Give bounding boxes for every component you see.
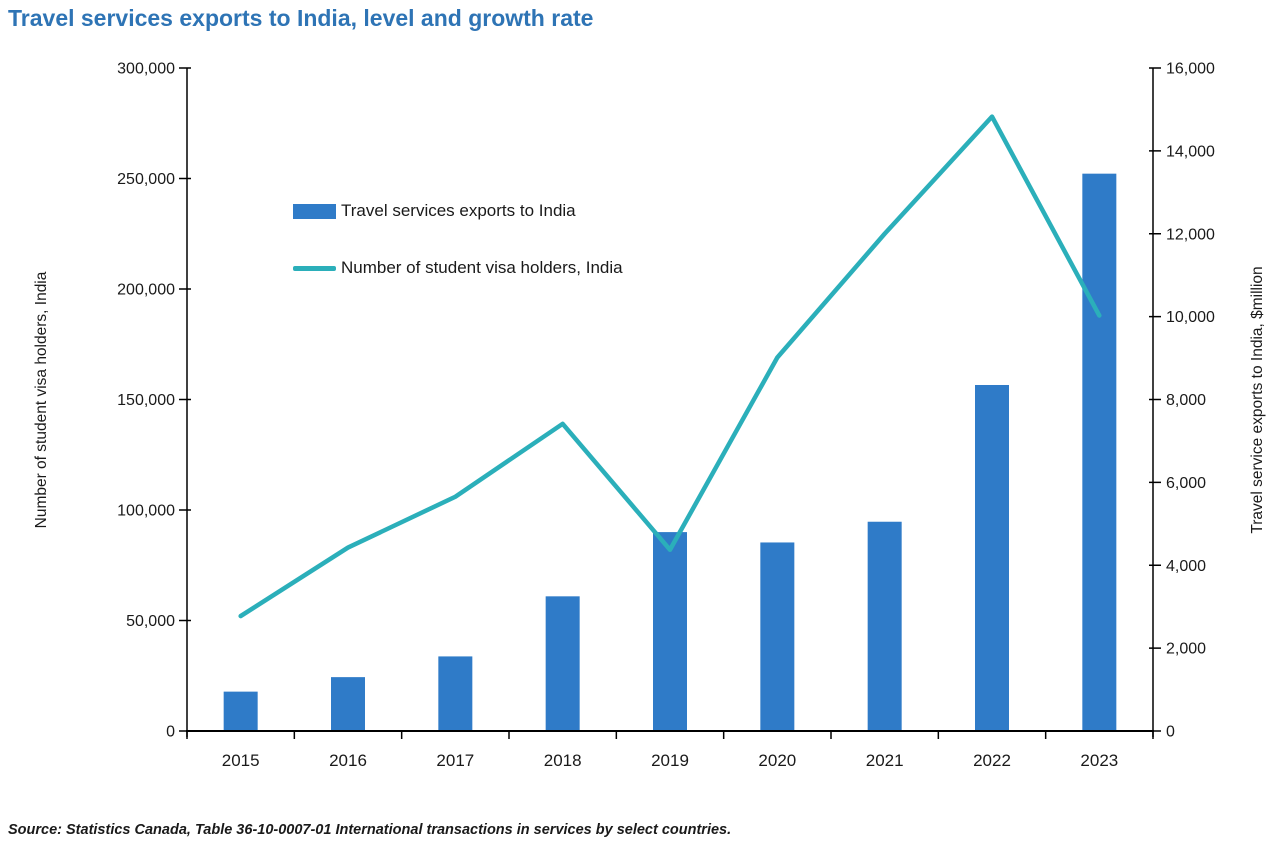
- left-axis-title: Number of student visa holders, India: [33, 271, 50, 528]
- line-series-swatch: [293, 265, 336, 271]
- left-axis-tick-label: 300,000: [117, 61, 175, 78]
- bar-2019: [653, 532, 687, 731]
- year-label: 2019: [651, 751, 689, 770]
- right-axis-tick-label: 4,000: [1166, 558, 1206, 575]
- right-axis-tick-label: 12,000: [1166, 226, 1215, 243]
- left-axis-tick-label: 250,000: [117, 171, 175, 188]
- source-note: Source: Statistics Canada, Table 36-10-0…: [8, 822, 732, 838]
- left-axis-tick-label: 150,000: [117, 392, 175, 409]
- year-label: 2023: [1080, 751, 1118, 770]
- year-label: 2020: [758, 751, 796, 770]
- bar-2017: [438, 656, 473, 731]
- left-axis-tick-label: 100,000: [117, 503, 175, 520]
- year-label: 2018: [544, 751, 582, 770]
- right-axis-tick-label: 16,000: [1166, 61, 1215, 78]
- legend-item-exports: Travel services exports to India: [293, 201, 623, 221]
- right-axis-title: Travel service exports to India, $millio…: [1249, 266, 1266, 533]
- bar-2015: [223, 691, 258, 731]
- visa-holders-line: [238, 114, 1102, 619]
- year-label: 2016: [329, 751, 367, 770]
- legend-item-visa-holders: Number of student visa holders, India: [293, 258, 623, 278]
- right-axis-tick-label: 2,000: [1166, 641, 1206, 658]
- chart-legend: Travel services exports to India Number …: [293, 201, 623, 278]
- year-label: 2021: [866, 751, 904, 770]
- bar-2023: [1082, 173, 1117, 731]
- bar-2022: [975, 384, 1009, 731]
- bar-2016: [331, 677, 365, 731]
- plot-area: 0 50,000 100,000 150,000 200,000 250,000 300,0…: [117, 61, 1215, 771]
- bar-series-swatch: [293, 203, 336, 219]
- year-label: 2022: [973, 751, 1011, 770]
- left-axis-tick-label: 0: [166, 724, 175, 741]
- year-label: 2015: [222, 751, 260, 770]
- right-axis-tick-label: 6,000: [1166, 475, 1206, 492]
- bar-2018: [545, 596, 580, 731]
- right-axis-tick-label: 10,000: [1166, 309, 1215, 326]
- left-axis-tick-label: 50,000: [126, 613, 175, 630]
- legend-label-visa-holders: Number of student visa holders, India: [341, 258, 623, 277]
- bar-2021: [867, 521, 902, 731]
- chart-title: Travel services exports to India, level …: [8, 5, 594, 31]
- year-label: 2017: [436, 751, 474, 770]
- legend-label-exports: Travel services exports to India: [341, 201, 576, 220]
- right-axis-tick-label: 8,000: [1166, 392, 1206, 409]
- bar-2020: [760, 542, 795, 731]
- right-axis-tick-label: 0: [1166, 724, 1175, 741]
- left-axis-tick-label: 200,000: [117, 282, 175, 299]
- right-axis-tick-label: 14,000: [1166, 143, 1215, 160]
